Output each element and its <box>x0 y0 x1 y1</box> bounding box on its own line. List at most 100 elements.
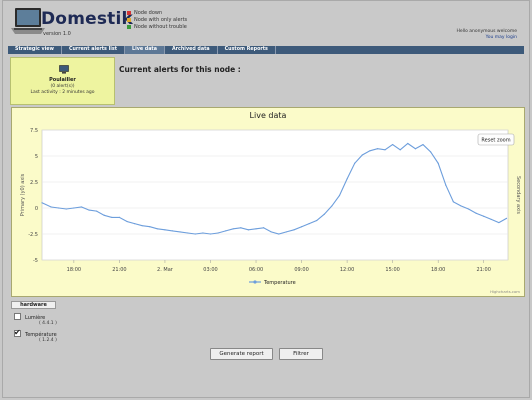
y-tick-label: -5 <box>33 258 38 264</box>
hardware-id: ( 1.2.4 ) <box>39 338 57 343</box>
data-point <box>96 210 98 212</box>
data-point <box>331 205 333 207</box>
hardware-name: Température <box>25 332 57 338</box>
data-point <box>460 205 462 207</box>
user-info: Hello anonymous welcome You may login <box>456 29 517 41</box>
data-point <box>293 229 295 231</box>
data-point <box>323 213 325 215</box>
data-point <box>73 207 75 209</box>
generate-report-button[interactable]: Generate report <box>210 348 273 360</box>
data-point <box>156 228 158 230</box>
data-point <box>369 150 371 152</box>
x-tick-label: 18:00 <box>431 267 445 273</box>
nav-current-alerts[interactable]: Current alerts list <box>62 46 126 54</box>
legend-series-label: Temperature <box>263 280 296 286</box>
y-tick-label: 2.5 <box>30 180 38 186</box>
x-tick-label: 18:00 <box>67 267 81 273</box>
data-point <box>80 206 83 208</box>
reset-zoom-label: Reset zoom <box>481 138 510 144</box>
data-point <box>354 162 356 164</box>
data-point <box>263 227 265 229</box>
orange-status-icon <box>127 17 131 22</box>
login-link[interactable]: You may login <box>485 35 517 40</box>
data-point <box>50 206 52 208</box>
data-point <box>58 207 60 209</box>
x-tick-label: 21:00 <box>477 267 491 273</box>
legend-label: Node without trouble <box>134 23 187 30</box>
y-axis-title-right: Secondary axis <box>515 176 521 214</box>
data-point <box>316 219 318 222</box>
legend-label: Node with only alerts <box>134 16 188 23</box>
nav-custom-reports[interactable]: Custom Reports <box>218 46 276 54</box>
data-point <box>445 184 447 186</box>
lumiere-checkbox[interactable] <box>14 313 21 320</box>
temperature-checkbox[interactable] <box>14 330 21 337</box>
filter-button[interactable]: Filtrer <box>279 348 323 360</box>
data-point <box>346 178 348 180</box>
y-tick-label: 0 <box>35 206 38 212</box>
data-point <box>118 216 121 218</box>
temperature-series-line <box>41 142 507 235</box>
app-version: version 1.0 <box>43 31 71 37</box>
nav-strategic-view[interactable]: Strategic view <box>8 46 62 54</box>
x-tick-label: 06:00 <box>249 267 263 273</box>
logo[interactable]: Domestik version 1.0 <box>11 7 133 39</box>
data-point <box>392 143 394 146</box>
checkmark-icon: ✔ <box>14 328 21 337</box>
node-alert-count: (0 alert(s)) <box>50 84 75 89</box>
nav-archived-data[interactable]: Archived data <box>165 46 218 54</box>
data-point <box>452 201 454 203</box>
plot-area <box>41 129 509 261</box>
nav-live-data[interactable]: Live data <box>125 46 165 54</box>
hardware-name: Lumière <box>25 315 46 321</box>
x-tick-label: 2. Mar <box>157 267 174 273</box>
node-card[interactable]: Poulailler (0 alert(s)) Last activity : … <box>10 57 115 105</box>
data-point <box>247 229 250 231</box>
computer-icon <box>59 65 69 74</box>
reset-zoom-button[interactable] <box>477 133 515 146</box>
data-point <box>103 214 105 216</box>
data-point <box>376 148 379 150</box>
data-point <box>217 232 219 234</box>
node-status: (0 alert(s)) Last activity : 2 minutes a… <box>11 84 114 96</box>
data-point <box>209 233 212 235</box>
data-point <box>179 231 181 233</box>
main-nav: Strategic view Current alerts list Live … <box>8 46 524 54</box>
data-point <box>414 148 417 150</box>
hardware-header: hardware <box>11 301 56 309</box>
data-point <box>133 223 136 225</box>
data-point <box>338 194 341 197</box>
data-point <box>278 233 280 235</box>
header: Domestik version 1.0 Node down Node with… <box>3 1 529 45</box>
data-point <box>171 230 174 232</box>
legend-item-down: Node down <box>127 9 187 16</box>
live-chart[interactable]: 7.5 5 2.5 0 -2.5 -5 18:00 21:00 2. Mar 03:00 06:00… <box>12 108 524 296</box>
x-tick-label: 09:00 <box>294 267 308 273</box>
alerts-title: Current alerts for this node : <box>119 65 241 74</box>
y-tick-label: 7.5 <box>30 128 38 134</box>
legend-label: Node down <box>134 9 163 16</box>
data-point <box>164 229 166 231</box>
data-point <box>361 154 363 156</box>
data-point <box>88 209 90 211</box>
chart-title: Live data <box>249 111 287 120</box>
data-point <box>490 218 492 221</box>
data-point <box>111 216 113 218</box>
y-tick-label: -2.5 <box>28 232 38 238</box>
node-name: Poulailler <box>49 77 76 83</box>
welcome-text: Hello anonymous welcome <box>456 29 517 34</box>
data-point <box>149 226 151 228</box>
data-point <box>41 202 43 204</box>
data-point <box>384 149 386 151</box>
data-point <box>255 228 257 230</box>
data-point <box>308 223 310 225</box>
data-point <box>194 233 196 235</box>
data-point <box>187 232 189 234</box>
y-axis-title: Primary (y0) axis <box>20 173 26 216</box>
data-point <box>65 208 67 210</box>
laptop-logo-icon <box>11 8 45 34</box>
legend-item-alerts: Node with only alerts <box>127 16 187 23</box>
logo-text: Domestik <box>41 9 134 29</box>
live-data-panel: Live data 7.5 5 2.5 0 -2.5 -5 18:00 21:00 2. Mar… <box>11 107 525 297</box>
node-last-activity: Last activity : 2 minutes ago <box>30 90 95 95</box>
